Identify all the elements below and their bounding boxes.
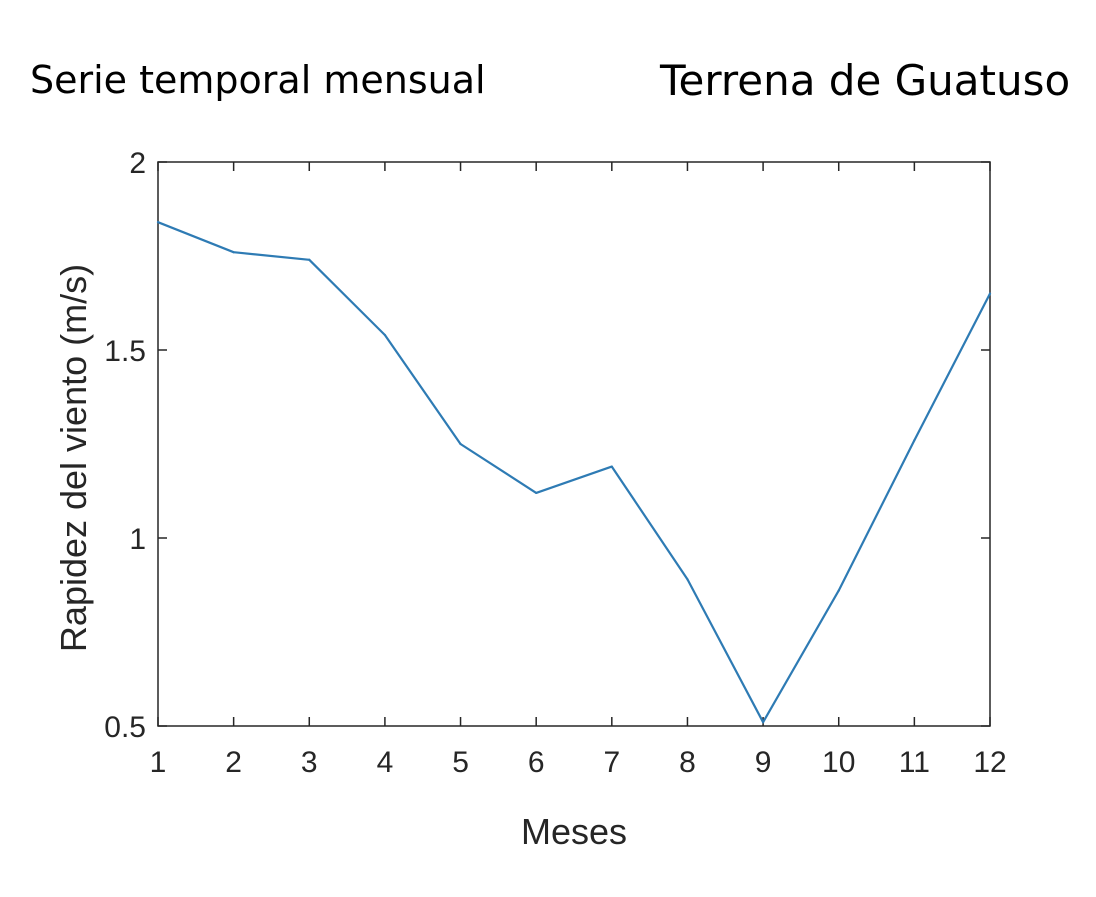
x-tick-label: 11 xyxy=(899,746,930,779)
data-point xyxy=(459,442,462,446)
series-layer xyxy=(156,221,992,724)
data-point xyxy=(610,465,613,468)
x-tick-label: 4 xyxy=(377,746,394,779)
x-axis-label: Meses xyxy=(521,811,627,852)
data-point xyxy=(837,589,840,592)
x-tick-label: 1 xyxy=(150,746,167,779)
x-tick-label: 5 xyxy=(452,746,469,779)
data-point xyxy=(913,439,916,442)
x-tick-label: 8 xyxy=(679,746,696,779)
data-point xyxy=(988,292,992,295)
data-point xyxy=(232,251,235,254)
x-tick-label: 6 xyxy=(528,746,545,779)
chart-subtitle-left: Serie temporal mensual xyxy=(30,58,486,102)
data-point xyxy=(535,491,538,494)
x-axis-ticks: 1 2 3 4 5 6 7 8 9 10 11 12 xyxy=(150,162,1007,779)
y-axis-label: Rapidez del viento (m/s) xyxy=(53,264,94,652)
y-tick-label: 2 xyxy=(129,147,146,180)
x-tick-label: 3 xyxy=(301,746,318,779)
data-point xyxy=(383,333,387,337)
data-point xyxy=(761,721,765,724)
y-tick-label: 1.5 xyxy=(104,335,146,368)
plot-area xyxy=(157,161,991,727)
data-point xyxy=(686,578,689,581)
x-tick-label: 12 xyxy=(973,746,1006,779)
data-point xyxy=(156,221,160,224)
y-tick-label: 0.5 xyxy=(104,711,146,744)
chart-title-right: Terrena de Guatuso xyxy=(660,56,1071,105)
x-tick-label: 7 xyxy=(603,746,620,779)
y-tick-label: 1 xyxy=(129,523,146,556)
series-line-0 xyxy=(157,221,991,724)
x-tick-label: 9 xyxy=(755,746,772,779)
x-tick-label: 10 xyxy=(822,746,855,779)
data-point xyxy=(308,258,311,261)
x-tick-label: 2 xyxy=(225,746,242,779)
y-axis-ticks: 0.5 1 1.5 2 xyxy=(104,147,990,744)
plot-frame xyxy=(157,161,991,727)
